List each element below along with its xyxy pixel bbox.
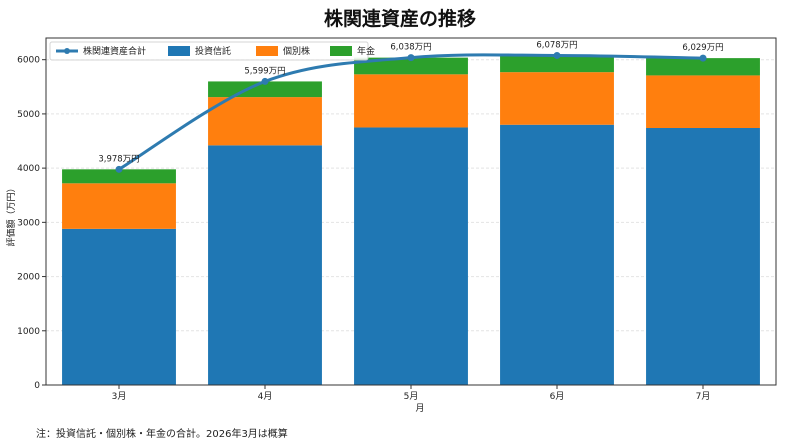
bar-segment — [646, 58, 760, 76]
x-tick-label: 5月 — [404, 391, 419, 402]
plot-frame — [45, 37, 777, 386]
legend-label: 年金 — [357, 45, 375, 57]
chart-note: 注：投資信託・個別株・年金の合計。2026年3月は概算 — [36, 429, 288, 440]
x-axis-label: 月 — [415, 403, 424, 414]
bar-segment — [208, 97, 322, 146]
legend-label: 個別株 — [283, 45, 310, 57]
bars-layer — [62, 55, 760, 386]
bar-segment — [62, 228, 176, 385]
bar-segment — [500, 55, 614, 73]
y-tick-label: 5000 — [17, 110, 40, 120]
y-axis-label: 評価額（万円） — [5, 183, 17, 246]
line-layer — [115, 51, 707, 173]
y-tick-label: 3000 — [17, 218, 40, 228]
x-tick-label: 7月 — [696, 391, 711, 402]
legend-label: 投資信託 — [195, 45, 231, 57]
x-tick-label: 3月 — [112, 391, 127, 402]
bar-segment — [62, 183, 176, 229]
bar-segment — [646, 128, 760, 386]
data-label: 6,078万円 — [536, 40, 577, 50]
y-tick-label: 6000 — [17, 56, 40, 66]
bar-segment — [208, 145, 322, 385]
total-point — [699, 54, 707, 62]
legend-label: 株関連資産合計 — [83, 45, 146, 57]
data-label: 5,599万円 — [244, 66, 285, 76]
bar-segment — [646, 75, 760, 129]
bar-segment — [354, 127, 468, 385]
legend-swatch — [330, 46, 352, 56]
bar-segment — [62, 169, 176, 184]
legend-swatch — [168, 46, 190, 56]
y-tick-label: 4000 — [17, 164, 40, 174]
bar-segment — [500, 72, 614, 125]
data-label: 6,038万円 — [390, 43, 431, 53]
bar-segment — [500, 124, 614, 385]
legend: 株関連資産合計 投資信託 個別株 年金 — [49, 41, 375, 61]
data-label: 6,029万円 — [682, 43, 723, 53]
x-tick-label: 4月 — [258, 391, 273, 402]
legend-box — [49, 41, 369, 61]
x-tick-label: 6月 — [550, 391, 565, 402]
axes-layer: 0 1000 2000 3000 4000 5000 6000 3月 4月 5月 6月 7月 — [17, 37, 777, 402]
labels-layer: 3,978万円 5,599万円 6,038万円 6,078万円 6,029万円 — [98, 40, 723, 164]
total-point — [553, 51, 561, 59]
data-label: 3,978万円 — [98, 154, 139, 164]
total-point — [115, 165, 123, 173]
total-point — [261, 77, 269, 85]
legend-swatch — [256, 46, 278, 56]
bar-segment — [354, 57, 468, 75]
bar-segment — [354, 74, 468, 128]
legend-marker — [64, 48, 70, 54]
total-point — [407, 54, 415, 62]
chart-title: 株関連資産の推移 — [323, 8, 476, 30]
y-tick-label: 1000 — [17, 327, 40, 337]
y-tick-label: 2000 — [17, 273, 40, 283]
y-tick-label: 0 — [34, 381, 40, 391]
